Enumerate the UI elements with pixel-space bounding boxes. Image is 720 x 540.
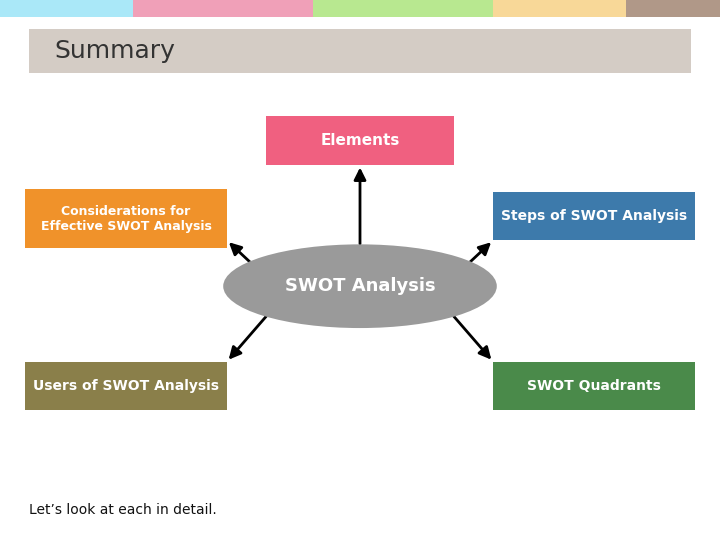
Ellipse shape <box>223 244 497 328</box>
FancyBboxPatch shape <box>25 189 227 248</box>
Text: SWOT Analysis: SWOT Analysis <box>284 277 436 295</box>
Text: Summary: Summary <box>54 39 175 63</box>
FancyBboxPatch shape <box>266 116 454 165</box>
Text: Elements: Elements <box>320 133 400 148</box>
FancyBboxPatch shape <box>313 0 493 17</box>
Text: Considerations for
Effective SWOT Analysis: Considerations for Effective SWOT Analys… <box>40 205 212 233</box>
FancyBboxPatch shape <box>133 0 313 17</box>
Text: Users of SWOT Analysis: Users of SWOT Analysis <box>33 379 219 393</box>
FancyBboxPatch shape <box>626 0 720 17</box>
FancyBboxPatch shape <box>493 0 626 17</box>
FancyBboxPatch shape <box>493 362 695 410</box>
FancyBboxPatch shape <box>493 192 695 240</box>
Text: Let’s look at each in detail.: Let’s look at each in detail. <box>29 503 217 517</box>
FancyBboxPatch shape <box>29 29 691 73</box>
Text: Steps of SWOT Analysis: Steps of SWOT Analysis <box>501 209 687 223</box>
FancyBboxPatch shape <box>0 0 133 17</box>
Text: SWOT Quadrants: SWOT Quadrants <box>527 379 661 393</box>
FancyBboxPatch shape <box>25 362 227 410</box>
